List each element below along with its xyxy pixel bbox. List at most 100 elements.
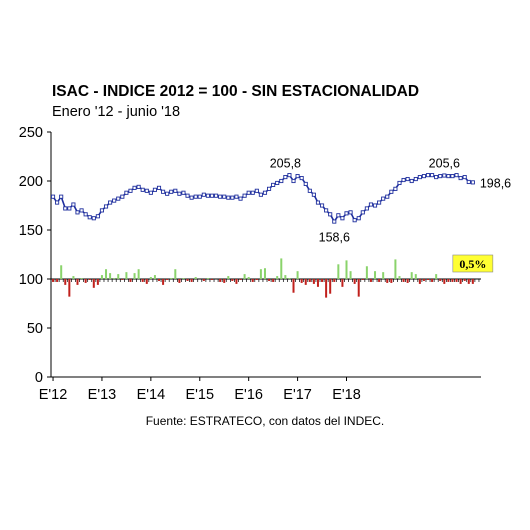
value-annotation: 205,6 xyxy=(429,157,460,171)
variation-bar xyxy=(105,269,108,279)
variation-bar xyxy=(141,279,144,282)
index-marker xyxy=(124,190,129,195)
x-tick-label: E'17 xyxy=(283,387,312,403)
variation-bar xyxy=(182,278,185,279)
index-marker xyxy=(352,218,357,223)
variation-bar xyxy=(166,279,169,280)
y-tick-label: 0 xyxy=(35,370,43,386)
variation-bar xyxy=(170,278,173,279)
index-marker xyxy=(120,194,125,199)
x-tick-label: E'15 xyxy=(185,387,214,403)
value-annotation: 198,6 xyxy=(480,176,511,190)
variation-bar xyxy=(357,279,360,297)
variation-bar xyxy=(325,279,328,298)
index-marker xyxy=(319,203,325,208)
index-marker xyxy=(222,194,227,199)
variation-bar xyxy=(296,271,299,279)
index-marker xyxy=(79,208,84,213)
index-marker xyxy=(356,216,361,221)
variation-bar xyxy=(378,279,381,282)
variation-bar xyxy=(202,279,205,281)
index-marker xyxy=(234,194,239,199)
variation-bar xyxy=(64,279,67,285)
variation-bar xyxy=(463,279,466,281)
variation-bar xyxy=(92,279,95,288)
index-marker xyxy=(193,194,198,199)
variation-bar xyxy=(329,279,332,294)
index-marker xyxy=(413,176,418,182)
variation-bar xyxy=(471,279,474,284)
index-marker xyxy=(385,194,390,199)
variation-bar xyxy=(427,279,430,280)
index-marker xyxy=(238,196,243,201)
variation-bar xyxy=(382,272,385,279)
y-tick-label: 50 xyxy=(27,321,43,337)
index-marker xyxy=(75,210,80,215)
variation-bar xyxy=(194,277,197,279)
variation-bar xyxy=(60,265,63,279)
variation-bar xyxy=(251,279,254,282)
variation-bar xyxy=(292,279,295,293)
variation-bar xyxy=(316,279,319,287)
y-tick-label: 200 xyxy=(19,174,43,190)
index-marker xyxy=(372,203,378,208)
index-marker xyxy=(397,180,402,186)
index-marker xyxy=(311,192,316,197)
index-marker xyxy=(250,190,255,195)
index-marker xyxy=(108,200,113,205)
variation-bar xyxy=(133,273,136,279)
index-marker xyxy=(287,173,292,178)
index-marker xyxy=(344,211,349,216)
variation-bar xyxy=(206,278,209,279)
variation-bar xyxy=(68,279,71,297)
index-marker xyxy=(173,188,178,193)
index-marker xyxy=(67,206,72,211)
x-tick-label: E'14 xyxy=(137,387,166,403)
variation-bar xyxy=(459,279,462,284)
index-marker xyxy=(430,173,435,178)
callout-box xyxy=(452,254,494,273)
index-marker xyxy=(307,188,312,193)
index-marker xyxy=(381,196,386,201)
index-marker xyxy=(393,186,398,191)
index-marker xyxy=(189,195,194,200)
variation-bar xyxy=(56,279,59,282)
variation-bar xyxy=(186,279,189,281)
variation-bar xyxy=(394,259,397,279)
variation-bar xyxy=(80,278,83,279)
variation-bar xyxy=(268,279,271,281)
index-marker xyxy=(185,193,190,198)
index-marker xyxy=(209,193,215,198)
variation-bar xyxy=(341,279,344,287)
index-marker xyxy=(181,190,186,195)
index-marker xyxy=(364,206,369,211)
variation-bar xyxy=(447,279,450,282)
index-marker xyxy=(324,208,329,213)
index-marker xyxy=(462,175,467,180)
index-marker xyxy=(283,175,288,180)
index-marker xyxy=(405,176,410,182)
variation-bar xyxy=(174,269,177,279)
variation-bar xyxy=(406,279,409,283)
index-marker xyxy=(360,210,365,215)
index-marker xyxy=(99,208,104,213)
variation-bar xyxy=(210,279,213,280)
variation-bar xyxy=(280,258,283,279)
variation-bar xyxy=(109,273,112,279)
index-marker xyxy=(466,179,471,185)
source-note: Fuente: ESTRATECO, con datos del INDEC. xyxy=(145,414,385,428)
variation-bar xyxy=(353,279,356,284)
index-marker xyxy=(156,185,162,190)
index-marker xyxy=(368,202,374,207)
index-marker xyxy=(389,189,394,194)
variation-bar xyxy=(349,271,352,279)
index-marker xyxy=(226,195,231,200)
index-marker xyxy=(140,187,145,192)
index-marker xyxy=(446,174,451,179)
variation-bar xyxy=(255,279,258,280)
variation-bar xyxy=(435,274,438,279)
variation-bar xyxy=(153,275,156,279)
variation-bar xyxy=(414,274,417,279)
index-marker xyxy=(442,173,447,178)
